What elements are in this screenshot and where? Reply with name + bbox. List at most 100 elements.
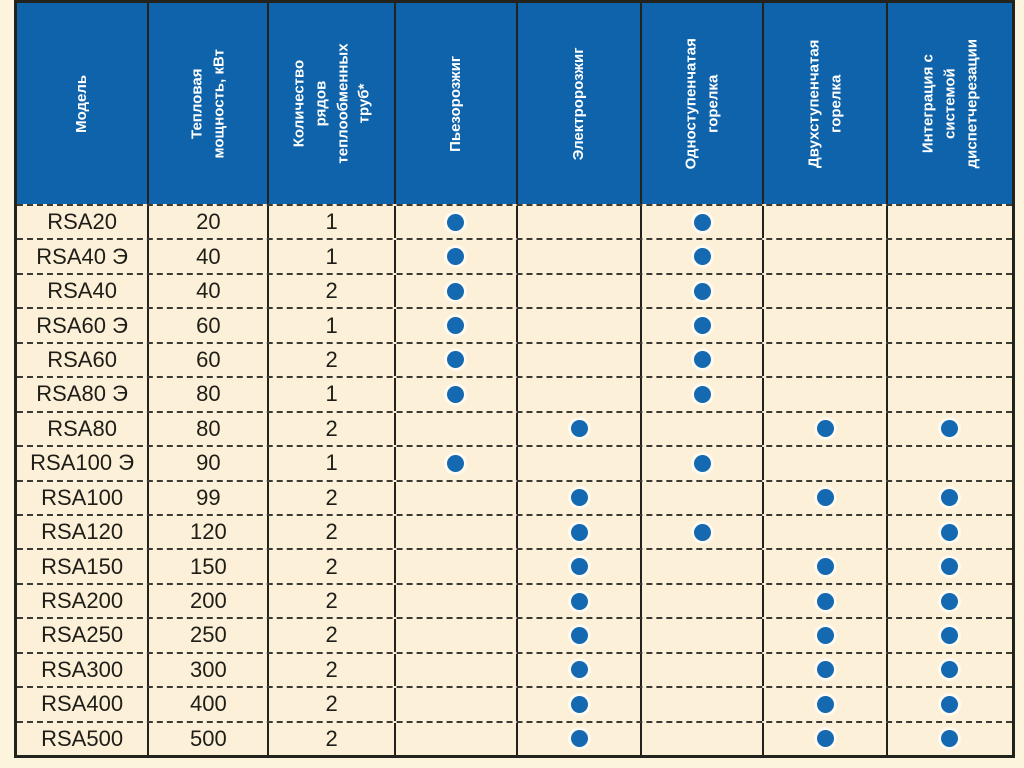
cell-model: RSA300 — [17, 653, 150, 687]
cell-tube_rows: 2 — [269, 619, 396, 652]
cell-model: RSA250 — [17, 619, 150, 652]
cell-piezo — [396, 412, 518, 446]
cell-integration — [888, 447, 1012, 479]
feature-dot-electric — [570, 592, 588, 610]
feature-dot-electric — [570, 626, 588, 644]
table-row: RSA40 40 2 — [17, 272, 1012, 308]
cell-electric — [518, 653, 643, 687]
cell-power: 400 — [149, 688, 270, 721]
feature-dot-piezo — [447, 317, 465, 335]
cell-tube_rows: 1 — [269, 309, 396, 342]
feature-dot-single_stage — [693, 248, 711, 266]
table-row: RSA20 20 1 — [17, 204, 1012, 239]
cell-tube_rows: 1 — [269, 447, 396, 480]
cell-piezo — [396, 688, 518, 721]
column-header-power: Тепловая мощность, кВт — [149, 3, 270, 204]
feature-dot-single_stage — [693, 317, 711, 335]
feature-dot-two_stage — [816, 592, 834, 610]
cell-electric — [518, 584, 643, 618]
feature-dot-two_stage — [816, 626, 834, 644]
cell-electric — [518, 722, 643, 755]
feature-dot-electric — [570, 558, 588, 576]
cell-single_stage — [642, 619, 765, 652]
cell-integration — [888, 723, 1012, 755]
cell-model: RSA400 — [17, 688, 150, 721]
feature-dot-single_stage — [693, 523, 711, 541]
cell-two_stage — [764, 309, 888, 342]
cell-model: RSA60 — [17, 343, 150, 377]
cell-tube_rows: 2 — [269, 584, 396, 618]
cell-piezo — [396, 309, 518, 342]
feature-dot-piezo — [447, 385, 465, 403]
cell-integration — [888, 206, 1012, 238]
cell-model: RSA200 — [17, 584, 150, 618]
column-header-label: Одноступенчатая горелка — [682, 37, 722, 170]
cell-two_stage — [764, 550, 888, 583]
cell-tube_rows: 2 — [269, 481, 396, 514]
cell-two_stage — [764, 343, 888, 377]
column-header-label: Модель — [73, 74, 91, 133]
cell-model: RSA80 — [17, 412, 150, 446]
cell-single_stage — [642, 447, 765, 480]
feature-dot-two_stage — [816, 420, 834, 438]
feature-dot-integration — [941, 489, 959, 507]
feature-dot-single_stage — [693, 351, 711, 369]
cell-model: RSA500 — [17, 722, 150, 755]
cell-electric — [518, 206, 643, 239]
cell-tube_rows: 2 — [269, 653, 396, 687]
cell-two_stage — [764, 412, 888, 446]
feature-dot-integration — [941, 523, 959, 541]
cell-tube_rows: 2 — [269, 550, 396, 583]
cell-single_stage — [642, 378, 765, 411]
cell-model: RSA100 — [17, 481, 150, 514]
column-header-two_stage: Двухступенчатая горелка — [764, 3, 888, 204]
cell-power: 80 — [149, 412, 270, 446]
cell-single_stage — [642, 722, 765, 755]
cell-model: RSA150 — [17, 550, 150, 583]
cell-power: 80 — [149, 378, 270, 411]
table-row: RSA40 Э 40 1 — [17, 238, 1012, 273]
cell-electric — [518, 412, 643, 446]
cell-electric — [518, 378, 643, 411]
column-header-label: Пьезорозжиг — [446, 55, 464, 152]
feature-dot-electric — [570, 661, 588, 679]
cell-tube_rows: 1 — [269, 378, 396, 411]
cell-two_stage — [764, 206, 888, 239]
cell-power: 40 — [149, 240, 270, 273]
cell-electric — [518, 240, 643, 273]
cell-electric — [518, 688, 643, 721]
feature-dot-integration — [941, 558, 959, 576]
feature-dot-integration — [941, 695, 959, 713]
table-body: RSA20 20 1 RSA40 Э 40 1 RSA40 40 2 RSA60 Э 60 1 RSA6… — [17, 204, 1012, 755]
cell-piezo — [396, 515, 518, 549]
cell-tube_rows: 1 — [269, 240, 396, 273]
cell-integration — [888, 275, 1012, 307]
cell-two_stage — [764, 447, 888, 480]
cell-single_stage — [642, 550, 765, 583]
feature-dot-piezo — [447, 454, 465, 472]
feature-dot-two_stage — [816, 730, 834, 748]
feature-dot-electric — [570, 695, 588, 713]
column-header-tube_rows: Количество рядов теплообменных труб* — [269, 3, 396, 204]
column-header-single_stage: Одноступенчатая горелка — [642, 3, 765, 204]
cell-two_stage — [764, 240, 888, 273]
feature-dot-piezo — [447, 248, 465, 266]
cell-electric — [518, 619, 643, 652]
cell-two_stage — [764, 584, 888, 618]
cell-tube_rows: 2 — [269, 343, 396, 377]
cell-power: 500 — [149, 722, 270, 755]
cell-piezo — [396, 240, 518, 273]
column-header-label: Интеграция с системой диспетчерезации — [919, 38, 980, 169]
cell-integration — [888, 688, 1012, 720]
feature-dot-integration — [941, 626, 959, 644]
cell-power: 300 — [149, 653, 270, 687]
cell-piezo — [396, 274, 518, 308]
cell-model: RSA60 Э — [17, 309, 150, 342]
cell-two_stage — [764, 688, 888, 721]
cell-integration — [888, 378, 1012, 410]
feature-dot-piezo — [447, 213, 465, 231]
table-row: RSA100 99 2 — [17, 479, 1012, 514]
cell-tube_rows: 2 — [269, 515, 396, 549]
column-header-model: Модель — [17, 3, 150, 204]
